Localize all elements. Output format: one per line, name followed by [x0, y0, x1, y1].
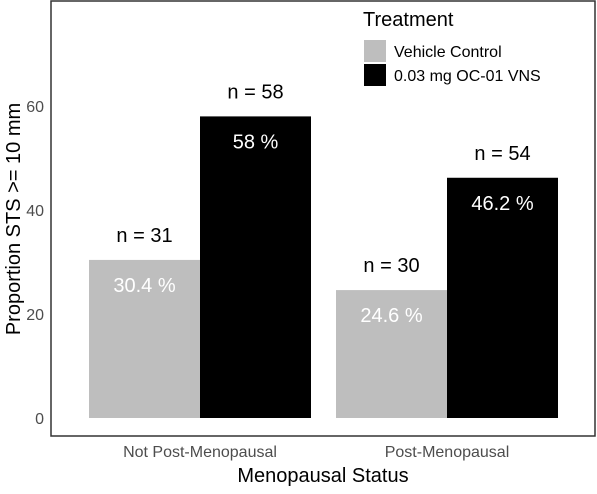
legend: Treatment Vehicle Control 0.03 mg OC-01 V…	[363, 9, 541, 86]
y-ticks-group: 0 20 40 60	[26, 99, 44, 428]
y-tick-label: 0	[35, 411, 44, 428]
x-axis-label: Menopausal Status	[237, 465, 408, 487]
bar-count-label: n = 31	[116, 225, 172, 247]
bar	[200, 116, 311, 419]
bar-value-label: 24.6 %	[360, 305, 422, 327]
y-tick-label: 60	[26, 99, 44, 116]
legend-swatch	[364, 40, 386, 62]
legend-label: Vehicle Control	[394, 44, 502, 61]
legend-title: Treatment	[363, 9, 454, 31]
bar-value-label: 46.2 %	[471, 193, 533, 215]
bar	[336, 290, 447, 418]
bar-count-label: n = 58	[227, 81, 283, 103]
bar	[447, 177, 558, 418]
bar	[89, 259, 200, 418]
x-tick-label: Not Post-Menopausal	[123, 444, 277, 461]
legend-swatch	[364, 64, 386, 86]
bar-count-label: n = 30	[363, 255, 419, 277]
y-tick-label: 40	[26, 203, 44, 220]
y-axis-label: Proportion STS >= 10 mm	[3, 103, 25, 335]
x-tick-label: Post-Menopausal	[385, 444, 510, 461]
y-tick-label: 20	[26, 307, 44, 324]
legend-items: Vehicle Control 0.03 mg OC-01 VNS	[364, 40, 541, 86]
bar-value-label: 30.4 %	[113, 275, 175, 297]
bars-group: 30.4 % n = 31 24.6 % n = 30 58 % n = 58 46.2 %…	[89, 81, 558, 419]
bar-count-label: n = 54	[474, 143, 530, 165]
x-ticks-group: Not Post-Menopausal Post-Menopausal	[123, 444, 509, 461]
legend-label: 0.03 mg OC-01 VNS	[394, 68, 541, 85]
bar-value-label: 58 %	[233, 131, 279, 153]
